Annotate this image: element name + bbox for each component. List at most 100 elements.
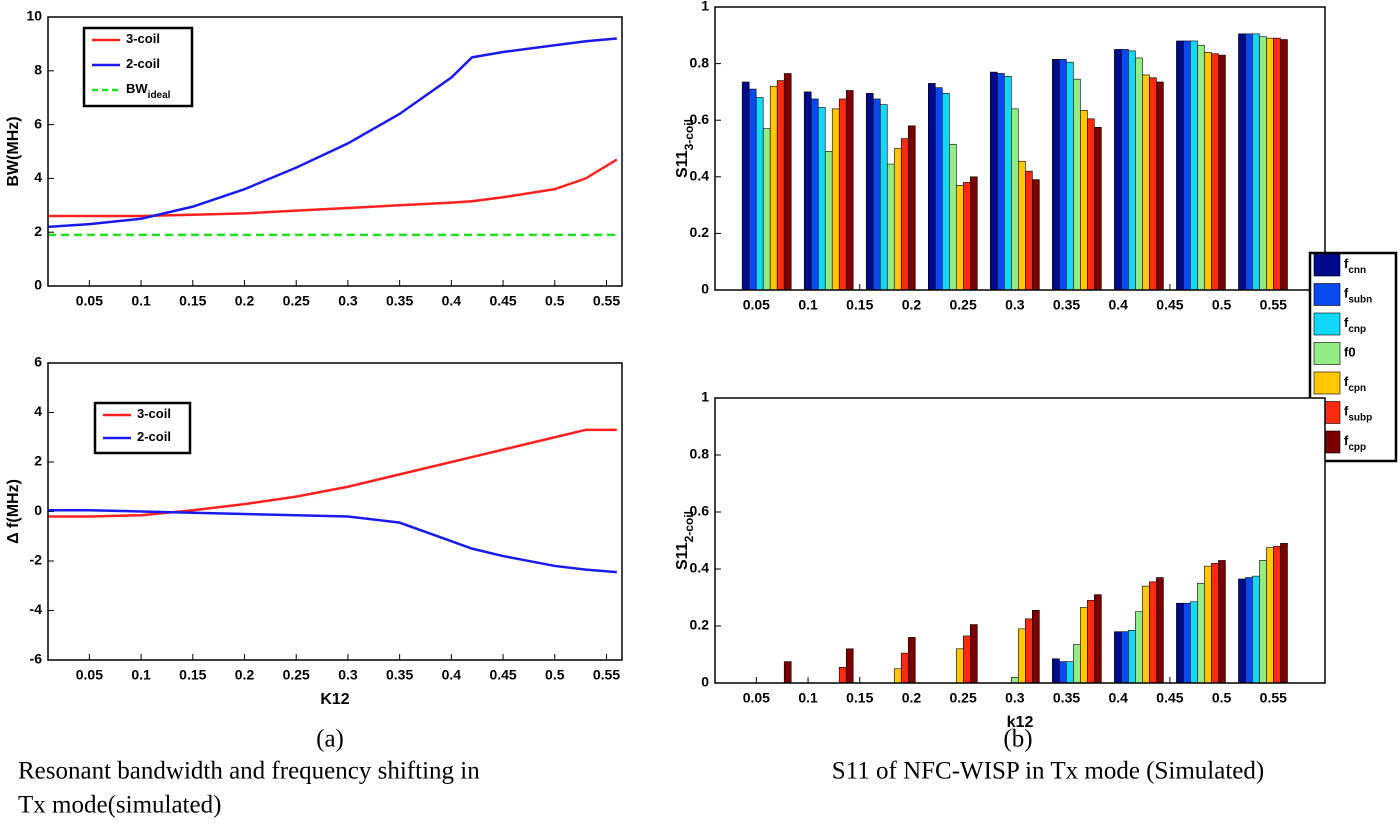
- bar: [1238, 578, 1246, 684]
- panel-label: (b): [1003, 726, 1032, 753]
- x-tick-label: 0.15: [846, 690, 873, 706]
- bar: [776, 80, 785, 291]
- x-tick-label: 0.25: [950, 690, 977, 706]
- bar: [1094, 126, 1102, 291]
- legend-label-main: BW: [126, 81, 148, 96]
- y-tick-label: -6: [30, 651, 43, 667]
- y-axis-label-main: S11: [674, 150, 691, 178]
- legend-label-sub: cnp: [1348, 324, 1366, 335]
- bar: [1135, 57, 1143, 291]
- legend-label: fcpn: [1344, 374, 1366, 394]
- x-tick-label: 0.25: [283, 667, 310, 683]
- x-tick-label: 0.2: [235, 667, 255, 683]
- legend-label: 2-coil: [137, 429, 171, 444]
- x-tick-label: 0.3: [338, 667, 358, 683]
- x-tick-label: 0.2: [235, 293, 255, 309]
- x-tick-label: 0.35: [386, 293, 413, 309]
- bar: [1114, 631, 1122, 684]
- y-tick-label: -4: [30, 601, 43, 617]
- axes-box: [714, 6, 1326, 291]
- bar: [1204, 51, 1212, 291]
- caption-line: Resonant bandwidth and frequency shiftin…: [18, 758, 480, 785]
- legend-label: fcnn: [1344, 256, 1366, 276]
- legend-box: [93, 401, 192, 455]
- bar: [934, 87, 943, 291]
- y-tick-label: 6: [34, 354, 42, 370]
- bar: [1052, 59, 1060, 291]
- bar: [1190, 601, 1198, 684]
- bar: [783, 661, 792, 684]
- x-tick-label: 0.45: [1156, 297, 1183, 313]
- x-tick-label: 0.55: [593, 293, 620, 309]
- x-tick-label: 0.2: [902, 690, 922, 706]
- y-tick-label: 2: [34, 223, 42, 239]
- y-tick-label: 0: [701, 281, 709, 297]
- legend-label-main: f: [1344, 256, 1349, 271]
- bar: [893, 148, 902, 291]
- x-tick-label: 0.35: [1053, 690, 1080, 706]
- bar: [1245, 33, 1253, 291]
- x-tick-label: 0.3: [1005, 297, 1025, 313]
- bar: [900, 138, 909, 291]
- legend-label-sub: subp: [1348, 413, 1372, 424]
- x-tick-label: 0.1: [131, 293, 151, 309]
- bar: [1273, 37, 1281, 291]
- bar: [1266, 547, 1274, 684]
- legend-label-main: f: [1344, 404, 1349, 419]
- y-tick-label: 1: [701, 389, 709, 405]
- y-tick-label: 0.8: [690, 446, 710, 462]
- bar: [1183, 602, 1191, 684]
- y-tick-label: 0.6: [690, 111, 710, 127]
- legend-swatch: [1313, 371, 1341, 395]
- x-tick-label: 0.15: [179, 293, 206, 309]
- y-axis-label: S112-coil: [674, 511, 696, 570]
- y-axis-label-sub: 2-coil: [682, 511, 696, 542]
- bar: [838, 667, 847, 684]
- bar: [1080, 607, 1088, 684]
- bar: [941, 93, 950, 291]
- bar: [962, 635, 971, 684]
- x-tick-label: 0.4: [442, 667, 462, 683]
- bar: [1094, 594, 1102, 684]
- x-tick-label: 0.4: [1108, 690, 1128, 706]
- x-tick-label: 0.55: [1260, 297, 1287, 313]
- x-tick-label: 0.55: [593, 667, 620, 683]
- bar: [1183, 40, 1191, 291]
- bar: [1059, 59, 1067, 291]
- x-tick-label: 0.1: [798, 297, 818, 313]
- bar: [1135, 611, 1143, 684]
- bar: [1011, 676, 1019, 684]
- bar: [1238, 33, 1246, 291]
- bar: [783, 73, 792, 291]
- y-tick-label: 0.2: [690, 617, 710, 633]
- x-tick-label: 0.15: [179, 667, 206, 683]
- bar: [1004, 76, 1012, 291]
- caption-line: Tx mode(simulated): [18, 792, 221, 819]
- y-tick-label: 1: [701, 0, 709, 14]
- y-axis-label-main: Δ f(MHz): [5, 479, 22, 544]
- bar: [865, 93, 874, 291]
- bar: [1073, 78, 1081, 291]
- bar: [1121, 631, 1129, 684]
- bar: [1066, 661, 1074, 684]
- bar: [1114, 49, 1122, 291]
- axes-box: [47, 362, 623, 661]
- legend-label: 2-coil: [126, 56, 160, 71]
- legend-label-main: 2-coil: [126, 56, 160, 71]
- legend-label-main: f: [1344, 286, 1349, 301]
- y-tick-label: 0.8: [690, 54, 710, 70]
- legend-label-main: f: [1344, 374, 1349, 389]
- bar: [762, 128, 771, 291]
- legend-swatch: [1313, 342, 1341, 365]
- bar: [1280, 543, 1288, 684]
- bar: [1018, 628, 1026, 684]
- x-tick-label: 0.1: [131, 667, 151, 683]
- x-tick-label: 0.45: [1156, 690, 1183, 706]
- bar: [1156, 577, 1164, 684]
- bar: [1259, 560, 1267, 684]
- y-axis-label: BW(MHz): [5, 116, 22, 186]
- bar: [831, 108, 840, 291]
- bar: [1142, 585, 1150, 684]
- bar: [1073, 644, 1081, 684]
